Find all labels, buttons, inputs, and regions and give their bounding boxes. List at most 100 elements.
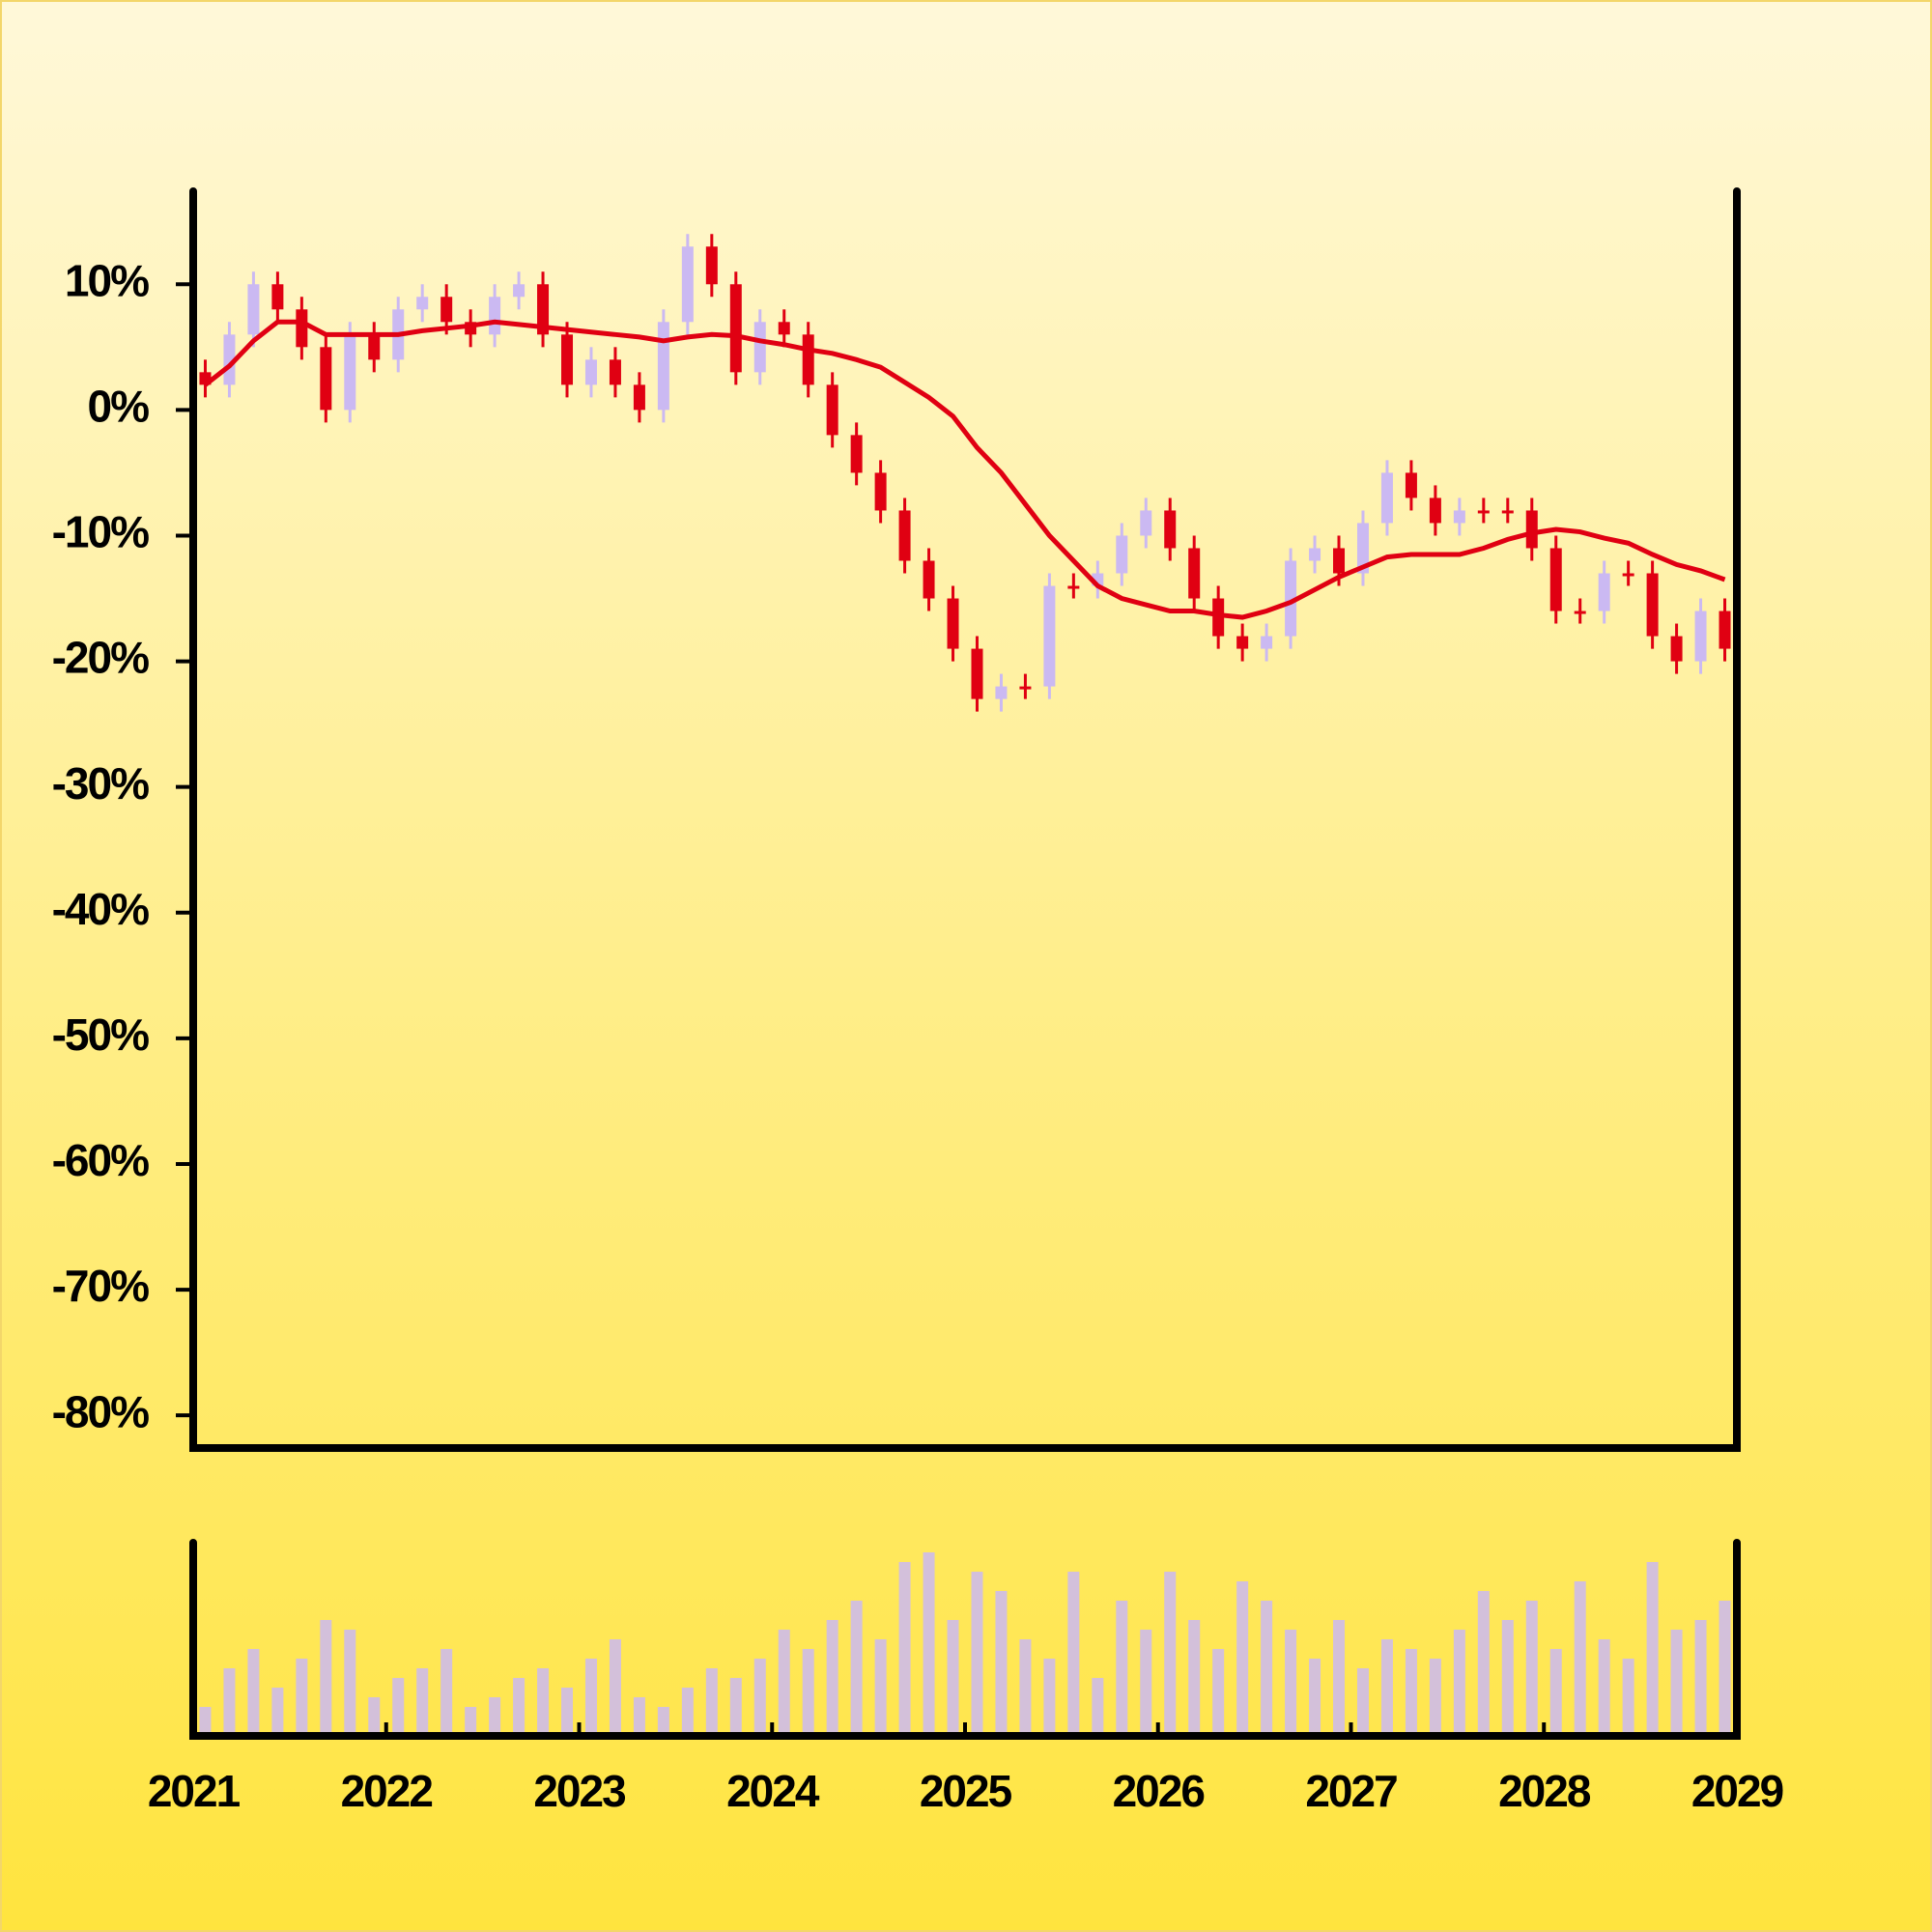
x-tick-label: 2027: [1305, 1766, 1397, 1816]
volume-bar: [1694, 1620, 1707, 1736]
candle-body: [609, 359, 621, 385]
candle-body: [874, 472, 887, 511]
candle-body: [1670, 636, 1683, 662]
candle-body: [320, 347, 332, 411]
volume-bar: [923, 1552, 935, 1736]
candle-body: [850, 435, 863, 473]
candle-body: [1164, 510, 1177, 549]
volume-bar: [392, 1678, 405, 1736]
volume-bar: [1236, 1581, 1249, 1736]
volume-bar: [609, 1639, 621, 1736]
volume-bar: [1477, 1591, 1490, 1736]
volume-bar: [1622, 1659, 1634, 1736]
volume-bar: [729, 1678, 742, 1736]
volume-bar: [1356, 1668, 1369, 1736]
candle-body: [826, 384, 838, 436]
candle-body: [513, 284, 526, 298]
candle-body: [1067, 585, 1080, 589]
volume-bar: [584, 1659, 597, 1736]
volume-bar: [971, 1572, 983, 1736]
candle-body: [247, 284, 260, 335]
volume-bar: [681, 1688, 694, 1736]
volume-bar: [778, 1630, 790, 1736]
candle-body: [1019, 686, 1032, 690]
candle-body: [1694, 611, 1707, 662]
volume-bar: [1719, 1601, 1731, 1736]
candle-body: [1285, 560, 1297, 637]
volume-bar: [1092, 1678, 1104, 1736]
volume-bar: [199, 1707, 212, 1736]
y-tick-label: -60%: [52, 1135, 149, 1185]
volume-bar: [705, 1668, 718, 1736]
volume-bar: [1525, 1601, 1538, 1736]
y-tick-label: -10%: [52, 507, 149, 557]
candle-body: [561, 334, 574, 385]
volume-bar: [1067, 1572, 1080, 1736]
volume-bar: [1164, 1572, 1177, 1736]
volume-bar: [753, 1659, 766, 1736]
x-tick-label: 2028: [1498, 1766, 1591, 1816]
candle-body: [971, 648, 983, 699]
x-tick-label: 2029: [1691, 1766, 1783, 1816]
y-tick-label: -20%: [52, 633, 149, 683]
candle-body: [489, 297, 501, 335]
volume-bar: [1598, 1639, 1610, 1736]
y-tick-label: -70%: [52, 1261, 149, 1311]
candle-body: [633, 384, 645, 411]
volume-bar: [874, 1639, 887, 1736]
volume-bar: [1380, 1639, 1393, 1736]
volume-bar: [440, 1649, 453, 1736]
candle-body: [1646, 573, 1659, 637]
volume-bar: [1019, 1639, 1032, 1736]
candle-body: [995, 686, 1008, 699]
candle-body: [1188, 548, 1201, 599]
candle-body: [1309, 548, 1321, 561]
volume-axes: [189, 1539, 1741, 1740]
candle-body: [1549, 548, 1562, 611]
moving-average-line: [203, 319, 1726, 620]
volume-bar: [1309, 1659, 1321, 1736]
y-tick-label: 0%: [88, 382, 150, 432]
candle-body: [729, 284, 742, 373]
candle-body: [1622, 573, 1634, 577]
candle-body: [1236, 636, 1249, 649]
volume-bar: [898, 1562, 911, 1736]
volume-bar: [368, 1697, 381, 1736]
candle-body: [681, 246, 694, 323]
volume-bar: [826, 1620, 838, 1736]
candle-body: [1501, 510, 1514, 514]
x-tick-label: 2026: [1113, 1766, 1205, 1816]
volume-bar: [995, 1591, 1008, 1736]
volume-bar: [850, 1601, 863, 1736]
volume-bar: [1285, 1630, 1297, 1736]
y-tick-label: 10%: [65, 255, 149, 305]
candle-body: [440, 297, 453, 323]
volume-bar: [1188, 1620, 1201, 1736]
candle-body: [1333, 548, 1346, 574]
candle-body: [344, 334, 356, 411]
volume-bar: [247, 1649, 260, 1736]
candle-body: [1405, 472, 1417, 498]
candle-body: [898, 510, 911, 561]
candle-body: [1261, 636, 1273, 649]
candle-body: [1429, 497, 1441, 524]
candle-body: [296, 309, 308, 348]
candle-body: [584, 359, 597, 385]
volume-bar: [657, 1707, 669, 1736]
candle-body: [1598, 573, 1610, 611]
candle-body: [1043, 585, 1056, 687]
volume-bar: [320, 1620, 332, 1736]
y-tick-label: -80%: [52, 1386, 149, 1436]
y-tick-label: -40%: [52, 884, 149, 934]
candle-body: [923, 560, 935, 599]
volume-bar: [1212, 1649, 1225, 1736]
volume-bar: [271, 1688, 284, 1736]
volume-bar: [1116, 1601, 1128, 1736]
volume-bar: [1501, 1620, 1514, 1736]
volume-bar: [947, 1620, 959, 1736]
volume-bar: [223, 1668, 236, 1736]
candle-body: [802, 334, 814, 385]
x-tick-label: 2025: [920, 1766, 1012, 1816]
candle-body: [1453, 510, 1465, 524]
